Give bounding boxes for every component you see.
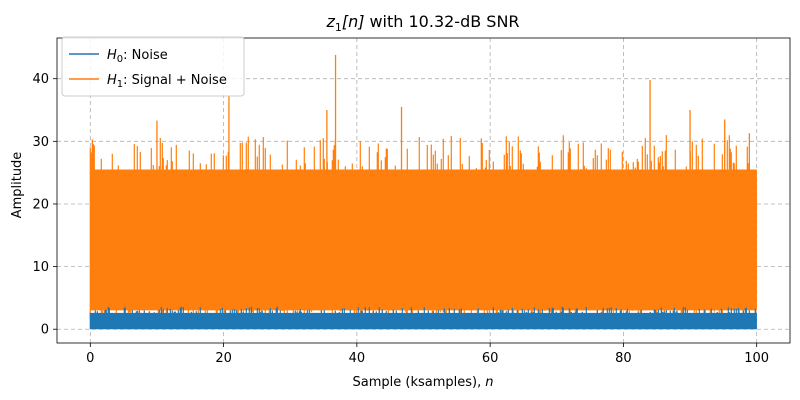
y-tick-label: 10: [32, 260, 49, 275]
series-core-band: [90, 180, 757, 304]
series-signal-noise: [89, 54, 757, 328]
series-core-band: [90, 314, 757, 329]
axes-frame: [56, 37, 791, 344]
legend: H0: Noise H1: Signal + Noise: [61, 36, 245, 97]
x-tick-label: 0: [86, 351, 94, 366]
x-axis-label: Sample (ksamples), n: [353, 375, 494, 390]
y-tick-label: 0: [41, 323, 49, 338]
legend-box: [61, 36, 245, 97]
x-tick-label: 40: [349, 351, 366, 366]
legend-label-noise: H0: Noise: [107, 48, 168, 65]
x-tick-label: 80: [615, 351, 632, 366]
plot-border: [56, 37, 791, 344]
x-tick-label: 100: [744, 351, 769, 366]
legend-label-signal-noise: H1: Signal + Noise: [107, 73, 227, 90]
y-axis-label: Amplitude: [10, 152, 25, 219]
chart-title: z1[n] with 10.32-dB SNR: [325, 12, 519, 34]
x-tick-label: 60: [482, 351, 499, 366]
ticks: 0 20 40 60 80 100 0 10 20 30 40: [32, 72, 769, 366]
y-tick-label: 40: [32, 72, 49, 87]
series-noise: [89, 306, 757, 330]
x-tick-label: 20: [215, 351, 232, 366]
series-layer: [89, 54, 757, 330]
y-tick-label: 30: [32, 135, 49, 150]
y-tick-label: 20: [32, 197, 49, 212]
